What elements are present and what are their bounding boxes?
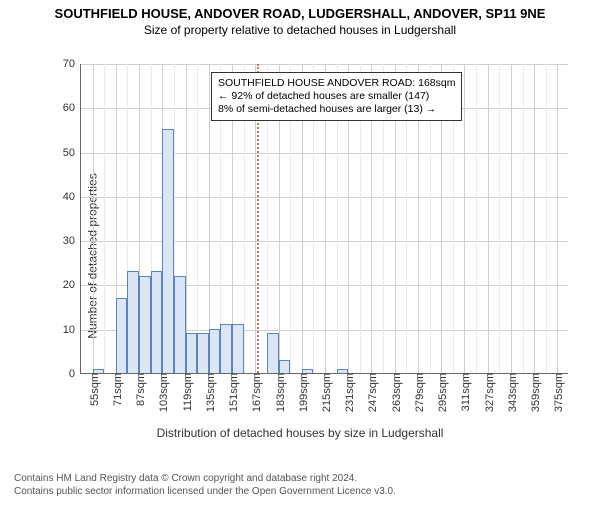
ytick-label: 50 bbox=[63, 147, 81, 159]
histogram-bar bbox=[220, 324, 232, 373]
histogram-bar bbox=[232, 324, 244, 373]
xtick-label: 215sqm bbox=[317, 373, 333, 412]
footer-line-1: Contains HM Land Registry data © Crown c… bbox=[14, 472, 396, 485]
xtick-label: 359sqm bbox=[526, 373, 542, 412]
annotation-line-3: 8% of semi-detached houses are larger (1… bbox=[218, 103, 455, 116]
grid-v-major bbox=[209, 64, 210, 373]
histogram-bar bbox=[139, 276, 151, 373]
xtick-label: 279sqm bbox=[410, 373, 426, 412]
histogram-bar bbox=[302, 369, 314, 373]
annotation-line-1: SOUTHFIELD HOUSE ANDOVER ROAD: 168sqm bbox=[218, 77, 455, 90]
grid-v-minor bbox=[546, 64, 547, 373]
grid-v-major bbox=[464, 64, 465, 373]
ytick-label: 30 bbox=[63, 235, 81, 247]
grid-v-major bbox=[511, 64, 512, 373]
grid-v-minor bbox=[499, 64, 500, 373]
histogram-bar bbox=[162, 129, 174, 373]
xtick-label: 247sqm bbox=[363, 373, 379, 412]
xtick-label: 295sqm bbox=[433, 373, 449, 412]
chart-container: 01020304050607055sqm71sqm87sqm103sqm119s… bbox=[58, 64, 568, 394]
footer-attribution: Contains HM Land Registry data © Crown c… bbox=[14, 472, 396, 498]
plot-area: 01020304050607055sqm71sqm87sqm103sqm119s… bbox=[80, 64, 568, 374]
xtick-label: 135sqm bbox=[201, 373, 217, 412]
histogram-bar bbox=[116, 298, 128, 373]
ytick-label: 20 bbox=[63, 279, 81, 291]
histogram-bar bbox=[337, 369, 349, 373]
footer-line-2: Contains public sector information licen… bbox=[14, 485, 396, 498]
xtick-label: 87sqm bbox=[131, 373, 147, 406]
annotation-box: SOUTHFIELD HOUSE ANDOVER ROAD: 168sqm ← … bbox=[211, 72, 462, 121]
xtick-label: 375sqm bbox=[549, 373, 565, 412]
grid-v-major bbox=[488, 64, 489, 373]
histogram-bar bbox=[209, 329, 221, 373]
ytick-label: 40 bbox=[63, 191, 81, 203]
histogram-bar bbox=[197, 333, 209, 373]
ytick-label: 70 bbox=[63, 58, 81, 70]
page-subtitle: Size of property relative to detached ho… bbox=[0, 23, 600, 37]
grid-v-minor bbox=[104, 64, 105, 373]
grid-v-minor bbox=[523, 64, 524, 373]
grid-v-minor bbox=[476, 64, 477, 373]
ytick-label: 10 bbox=[63, 324, 81, 336]
histogram-bar bbox=[267, 333, 279, 373]
annotation-line-2: ← 92% of detached houses are smaller (14… bbox=[218, 90, 455, 103]
histogram-bar bbox=[93, 369, 105, 373]
ytick-label: 0 bbox=[69, 368, 81, 380]
ytick-label: 60 bbox=[63, 102, 81, 114]
histogram-bar bbox=[151, 271, 163, 373]
histogram-bar bbox=[186, 333, 198, 373]
grid-v-minor bbox=[197, 64, 198, 373]
histogram-bar bbox=[127, 271, 139, 373]
xtick-label: 55sqm bbox=[85, 373, 101, 406]
xtick-label: 311sqm bbox=[456, 373, 472, 411]
grid-v-major bbox=[534, 64, 535, 373]
x-axis-label: Distribution of detached houses by size … bbox=[0, 426, 600, 440]
xtick-label: 231sqm bbox=[340, 373, 356, 412]
xtick-label: 263sqm bbox=[387, 373, 403, 412]
xtick-label: 71sqm bbox=[108, 373, 124, 406]
xtick-label: 183sqm bbox=[271, 373, 287, 412]
xtick-label: 167sqm bbox=[247, 373, 263, 412]
xtick-label: 119sqm bbox=[178, 373, 194, 411]
xtick-label: 327sqm bbox=[480, 373, 496, 412]
xtick-label: 199sqm bbox=[294, 373, 310, 412]
grid-v-major bbox=[186, 64, 187, 373]
xtick-label: 103sqm bbox=[154, 373, 170, 412]
xtick-label: 343sqm bbox=[503, 373, 519, 412]
grid-v-major bbox=[557, 64, 558, 373]
grid-v-major bbox=[93, 64, 94, 373]
page-title: SOUTHFIELD HOUSE, ANDOVER ROAD, LUDGERSH… bbox=[0, 6, 600, 21]
xtick-label: 151sqm bbox=[224, 373, 240, 412]
histogram-bar bbox=[279, 360, 291, 373]
histogram-bar bbox=[174, 276, 186, 373]
